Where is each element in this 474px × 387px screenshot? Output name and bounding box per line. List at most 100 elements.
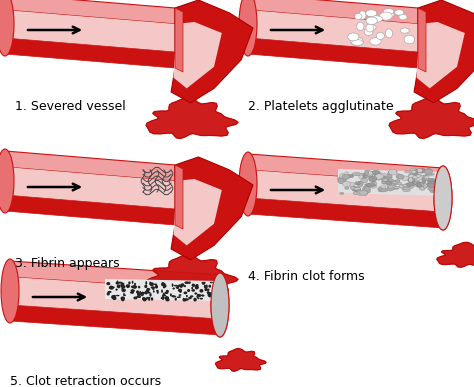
Polygon shape [175, 8, 183, 72]
Ellipse shape [0, 149, 14, 213]
Ellipse shape [338, 178, 344, 183]
Ellipse shape [380, 188, 388, 192]
Ellipse shape [163, 284, 166, 288]
Ellipse shape [1, 259, 19, 323]
Ellipse shape [239, 0, 257, 56]
Ellipse shape [381, 180, 388, 184]
Ellipse shape [417, 168, 422, 173]
Ellipse shape [150, 282, 154, 286]
Ellipse shape [372, 182, 376, 186]
Ellipse shape [403, 184, 409, 187]
Ellipse shape [396, 173, 400, 178]
Ellipse shape [378, 187, 383, 192]
Ellipse shape [116, 295, 119, 296]
Ellipse shape [110, 287, 114, 289]
Ellipse shape [191, 284, 195, 287]
Ellipse shape [406, 183, 415, 186]
Ellipse shape [418, 168, 425, 173]
Ellipse shape [359, 190, 367, 195]
Ellipse shape [359, 11, 366, 19]
Ellipse shape [134, 285, 136, 289]
Ellipse shape [139, 296, 141, 298]
Text: 3. Fibrin appears: 3. Fibrin appears [15, 257, 119, 270]
Ellipse shape [387, 174, 392, 178]
Ellipse shape [337, 177, 345, 180]
Ellipse shape [422, 184, 428, 188]
Ellipse shape [192, 284, 196, 286]
Text: 4. Fibrin clot forms: 4. Fibrin clot forms [248, 270, 365, 283]
Ellipse shape [200, 289, 203, 293]
Ellipse shape [340, 192, 344, 195]
Ellipse shape [428, 188, 437, 190]
Ellipse shape [347, 174, 354, 178]
Ellipse shape [347, 182, 355, 186]
Ellipse shape [366, 10, 377, 17]
Ellipse shape [381, 176, 386, 179]
Ellipse shape [178, 284, 182, 287]
Polygon shape [10, 305, 220, 335]
Ellipse shape [166, 290, 169, 293]
Ellipse shape [395, 180, 400, 183]
Ellipse shape [122, 289, 124, 291]
Ellipse shape [151, 286, 155, 289]
Ellipse shape [196, 288, 198, 289]
Ellipse shape [399, 185, 403, 188]
Ellipse shape [345, 172, 349, 176]
Ellipse shape [352, 40, 363, 45]
Ellipse shape [197, 297, 200, 299]
Ellipse shape [376, 173, 381, 177]
Ellipse shape [428, 181, 436, 184]
Ellipse shape [208, 292, 212, 295]
Ellipse shape [400, 184, 405, 188]
Ellipse shape [357, 190, 364, 195]
Ellipse shape [423, 183, 427, 188]
Ellipse shape [198, 294, 201, 297]
Ellipse shape [387, 184, 396, 187]
Ellipse shape [352, 186, 356, 191]
Polygon shape [437, 242, 474, 267]
Polygon shape [216, 349, 266, 371]
Polygon shape [248, 38, 418, 68]
Ellipse shape [200, 298, 203, 300]
Ellipse shape [153, 290, 155, 293]
Ellipse shape [204, 285, 206, 288]
Ellipse shape [383, 176, 392, 179]
Ellipse shape [146, 290, 149, 292]
Ellipse shape [163, 293, 165, 296]
Ellipse shape [399, 14, 407, 20]
Ellipse shape [149, 293, 152, 297]
Ellipse shape [414, 170, 419, 175]
Ellipse shape [177, 285, 179, 289]
Ellipse shape [410, 168, 418, 174]
Ellipse shape [193, 298, 197, 301]
Ellipse shape [211, 273, 229, 337]
Ellipse shape [111, 286, 115, 288]
Ellipse shape [117, 284, 120, 288]
Ellipse shape [374, 174, 380, 177]
Ellipse shape [422, 180, 426, 184]
Ellipse shape [196, 295, 199, 298]
Ellipse shape [196, 284, 199, 286]
Ellipse shape [414, 176, 421, 178]
Ellipse shape [116, 283, 118, 284]
Ellipse shape [409, 173, 417, 178]
Ellipse shape [109, 287, 112, 289]
Ellipse shape [181, 283, 184, 287]
Ellipse shape [417, 183, 421, 185]
Ellipse shape [141, 292, 145, 295]
Ellipse shape [186, 295, 188, 297]
Ellipse shape [388, 171, 397, 173]
Ellipse shape [106, 282, 110, 285]
Ellipse shape [365, 171, 372, 176]
Ellipse shape [341, 178, 346, 182]
Ellipse shape [417, 183, 424, 186]
Ellipse shape [345, 187, 349, 190]
Ellipse shape [161, 283, 166, 286]
Ellipse shape [424, 169, 433, 174]
Ellipse shape [136, 290, 139, 293]
Ellipse shape [204, 286, 206, 288]
Polygon shape [10, 261, 220, 291]
Polygon shape [248, 198, 443, 228]
Ellipse shape [155, 285, 158, 289]
Ellipse shape [395, 10, 404, 15]
